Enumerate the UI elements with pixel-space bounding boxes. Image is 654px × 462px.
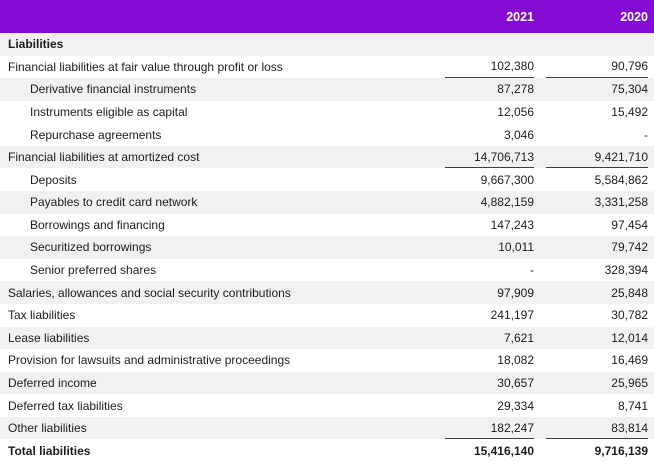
value-2020: 16,469 (611, 353, 648, 368)
value-2020: 8,741 (617, 398, 648, 413)
value-2021: 18,082 (497, 353, 534, 368)
row-label: Salaries, allowances and social security… (8, 285, 291, 300)
value-2020: 90,796 (546, 56, 648, 79)
value-2021: 102,380 (445, 56, 534, 79)
row-label: Borrowings and financing (30, 217, 165, 232)
table-row-provision-lawsuits: Provision for lawsuits and administrativ… (0, 349, 654, 372)
row-label: Deferred tax liabilities (8, 398, 123, 413)
value-2020: 25,965 (611, 375, 648, 390)
row-label: Other liabilities (8, 421, 87, 436)
value-2021 (445, 33, 534, 56)
row-label: Lease liabilities (8, 330, 90, 345)
row-label: Deferred income (8, 375, 97, 390)
value-2020: 97,454 (611, 217, 648, 232)
value-2021: 4,882,159 (480, 195, 534, 210)
value-2021: - (530, 263, 534, 278)
value-2021: 3,046 (503, 127, 534, 142)
value-2021: 10,011 (498, 240, 534, 255)
value-2021: 147,243 (490, 217, 534, 232)
row-label: Tax liabilities (8, 308, 76, 323)
table-row-liabilities-section: Liabilities (0, 33, 654, 56)
row-label: Deposits (30, 172, 77, 187)
row-label: Liabilities (8, 37, 64, 52)
value-2021: 97,909 (497, 285, 534, 300)
column-header-2020: 2020 (620, 9, 648, 24)
table-row-salaries-social-security: Salaries, allowances and social security… (0, 281, 654, 304)
value-2020: 328,394 (604, 263, 648, 278)
row-label: Provision for lawsuits and administrativ… (8, 353, 291, 368)
row-label: Senior preferred shares (30, 263, 157, 278)
row-label: Repurchase agreements (30, 127, 162, 142)
row-label: Instruments eligible as capital (30, 105, 188, 120)
value-2020: 79,742 (611, 240, 648, 255)
table-row-other-liabilities: Other liabilities 182,247 83,814 (0, 416, 654, 440)
value-2020: - (644, 127, 648, 142)
row-label: Derivative financial instruments (30, 82, 197, 97)
table-row-securitized-borrowings: Securitized borrowings 10,011 79,742 (0, 236, 654, 259)
table-row-deposits: Deposits 9,667,300 5,584,862 (0, 168, 654, 192)
value-2021: 7,621 (503, 330, 534, 345)
table-row-total-liabilities: Total liabilities 15,416,140 9,716,139 (0, 439, 654, 462)
value-2020: 9,421,710 (546, 146, 648, 169)
row-label: Total liabilities (8, 443, 91, 458)
row-label: Financial liabilities at amortized cost (8, 150, 200, 165)
value-2021: 241,197 (490, 308, 534, 323)
table-row-tax-liabilities: Tax liabilities 241,197 30,782 (0, 303, 654, 327)
table-row-derivative-instruments: Derivative financial instruments 87,278 … (0, 78, 654, 101)
column-header-2021: 2021 (506, 9, 534, 24)
table-row-deferred-income: Deferred income 30,657 25,965 (0, 371, 654, 395)
value-2020: 75,304 (611, 82, 648, 97)
row-label: Financial liabilities at fair value thro… (8, 59, 283, 74)
value-2021: 29,334 (497, 398, 534, 413)
row-label: Securitized borrowings (30, 240, 152, 255)
value-2020 (546, 33, 648, 56)
value-2021: 30,657 (497, 375, 534, 390)
value-2020: 9,716,139 (594, 443, 648, 458)
table-row-deferred-tax-liabilities: Deferred tax liabilities 29,334 8,741 (0, 394, 654, 417)
value-2020: 25,848 (611, 285, 648, 300)
value-2021: 15,416,140 (473, 443, 534, 458)
table-row-senior-preferred-shares: Senior preferred shares - 328,394 (0, 258, 654, 282)
table-row-borrowings-financing: Borrowings and financing 147,243 97,454 (0, 213, 654, 237)
liabilities-table: Liabilities Financial liabilities at fai… (0, 33, 654, 462)
value-2021: 182,247 (445, 417, 534, 440)
row-label: Payables to credit card network (30, 195, 198, 210)
value-2020: 30,782 (611, 308, 648, 323)
table-header-row: 2021 2020 (0, 0, 654, 33)
value-2020: 83,814 (546, 417, 648, 440)
table-row-payables-credit-card: Payables to credit card network 4,882,15… (0, 191, 654, 214)
value-2021: 87,278 (497, 82, 534, 97)
value-2020: 5,584,862 (594, 172, 648, 187)
value-2021: 9,667,300 (480, 172, 534, 187)
table-row-instruments-eligible-capital: Instruments eligible as capital 12,056 1… (0, 100, 654, 124)
value-2020: 12,014 (611, 330, 648, 345)
value-2020: 3,331,258 (594, 195, 648, 210)
value-2021: 14,706,713 (445, 146, 534, 169)
table-row-amortized-cost-liabilities: Financial liabilities at amortized cost … (0, 145, 654, 169)
table-row-fair-value-liabilities: Financial liabilities at fair value thro… (0, 55, 654, 79)
table-row-lease-liabilities: Lease liabilities 7,621 12,014 (0, 326, 654, 350)
table-row-repurchase-agreements: Repurchase agreements 3,046 - (0, 123, 654, 146)
value-2020: 15,492 (611, 105, 648, 120)
value-2021: 12,056 (497, 105, 534, 120)
